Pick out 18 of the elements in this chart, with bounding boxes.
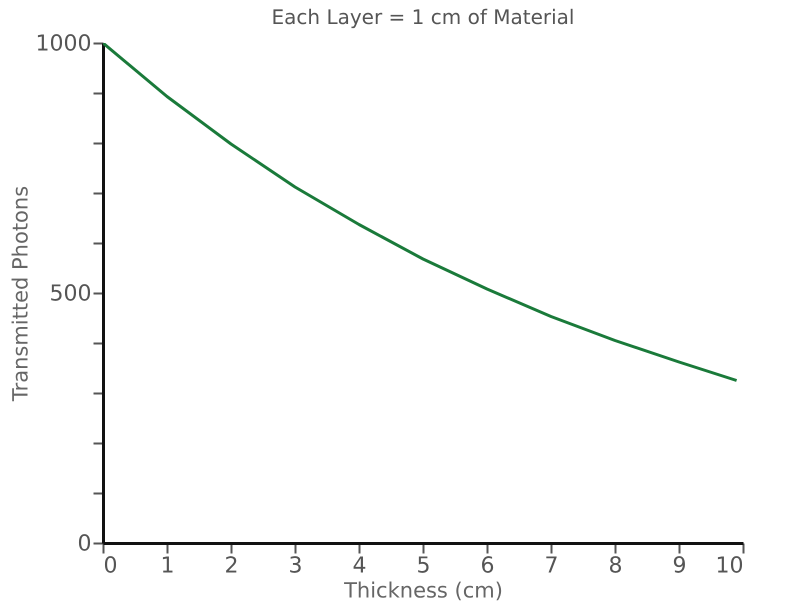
x-tick-label: 9 <box>672 554 686 578</box>
x-tick-label: 7 <box>544 554 558 578</box>
x-tick-label: 6 <box>480 554 494 578</box>
x-axis-title: Thickness (cm) <box>343 578 503 602</box>
y-axis-title: Transmitted Photons <box>8 186 33 402</box>
chart-title: Each Layer = 1 cm of Material <box>272 5 574 29</box>
y-tick-label: 0 <box>78 532 92 556</box>
x-tick-label: 2 <box>224 554 238 578</box>
y-tick-label: 1000 <box>36 32 92 56</box>
x-tick-label: 4 <box>352 554 366 578</box>
x-tick-label: 1 <box>160 554 174 578</box>
y-tick-label: 500 <box>50 282 92 306</box>
line-series <box>103 43 738 382</box>
x-tick-label: 8 <box>608 554 622 578</box>
x-tick-label: 3 <box>288 554 302 578</box>
x-tick-label: 5 <box>416 554 430 578</box>
x-tick-label: 10 <box>716 554 744 578</box>
x-tick-label: 0 <box>104 554 118 578</box>
